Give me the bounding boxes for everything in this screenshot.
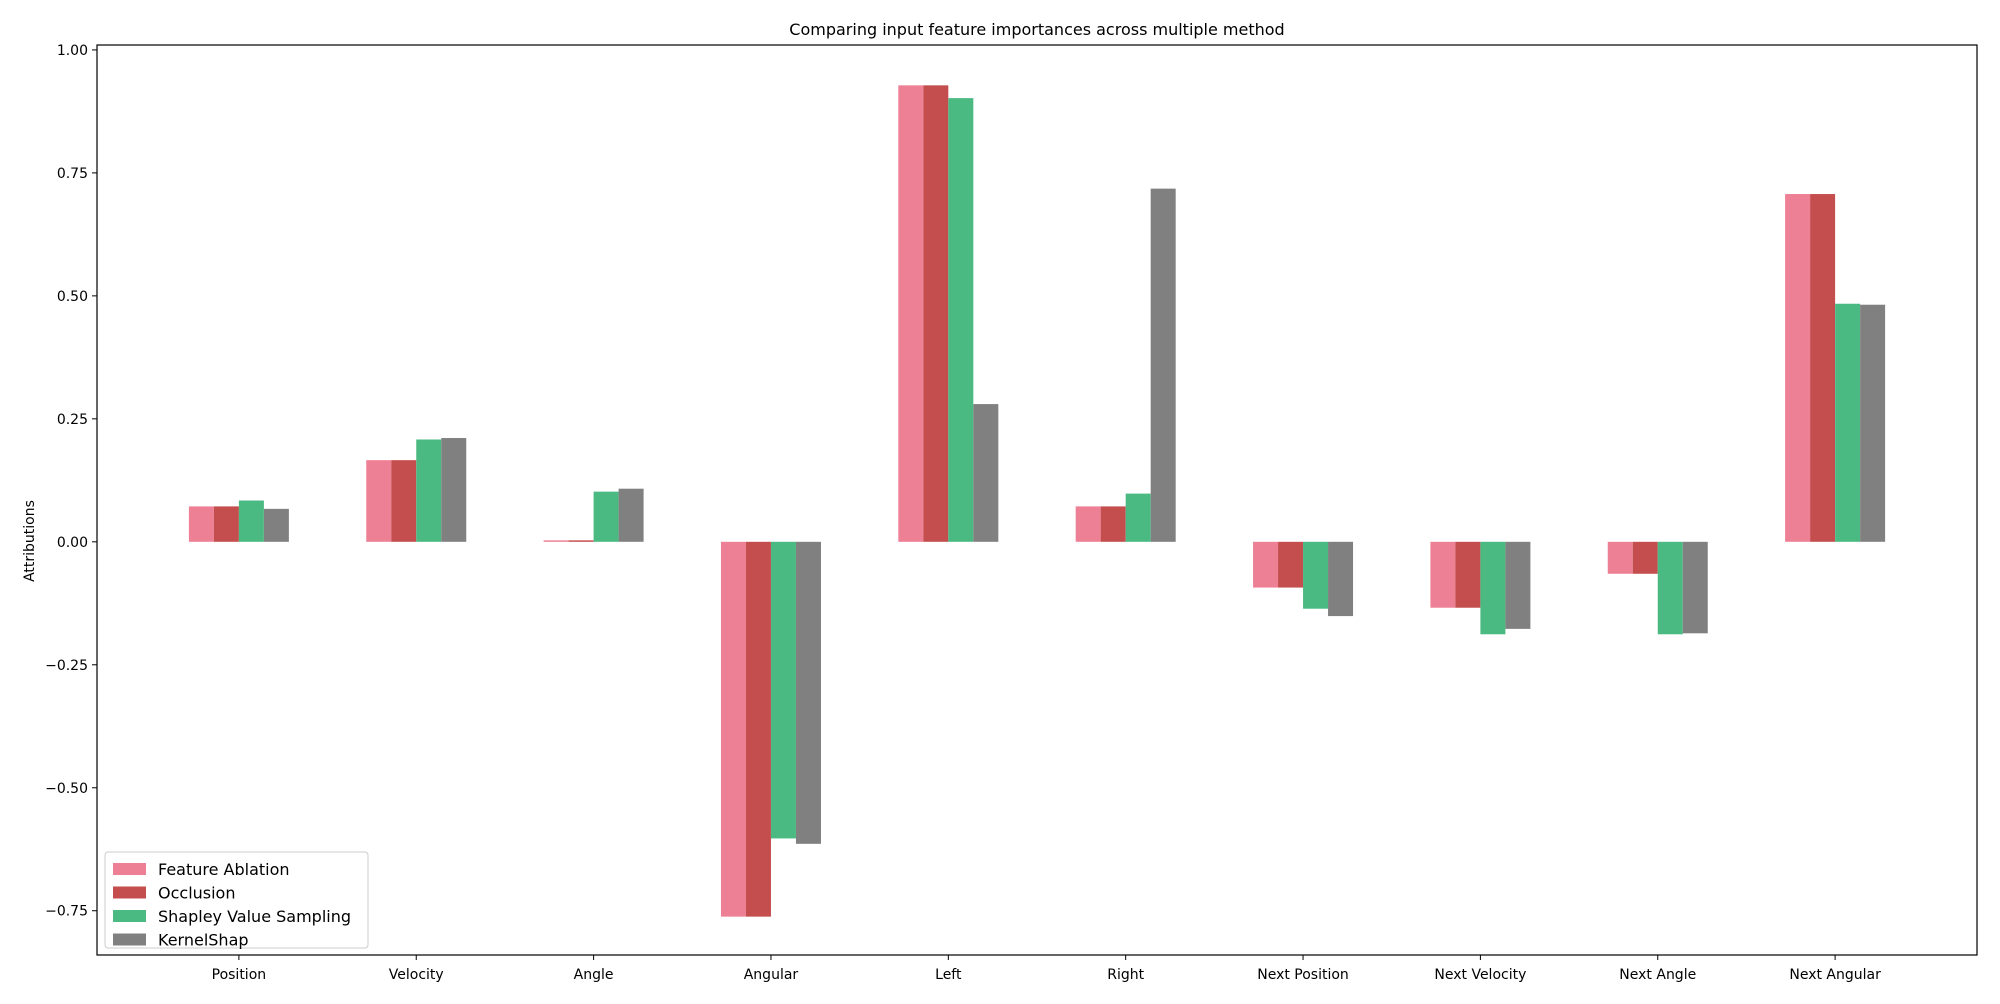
bar-feature-ablation-angle (543, 540, 569, 542)
bar-feature-ablation-angular (720, 541, 746, 917)
bar-occlusion-angle (568, 540, 594, 542)
legend-label: Occlusion (158, 884, 235, 903)
bar-occlusion-velocity (391, 460, 417, 542)
bar-feature-ablation-velocity (366, 460, 392, 542)
bar-kernelshap-velocity (441, 438, 467, 542)
chart-title: Comparing input feature importances acro… (789, 20, 1284, 39)
bars-layer (188, 85, 1886, 917)
bar-occlusion-left (923, 85, 949, 542)
bar-kernelshap-next-angle (1682, 541, 1708, 634)
y-tick-label: −0.75 (45, 904, 88, 920)
bar-kernelshap-next-angular (1860, 304, 1886, 542)
bar-feature-ablation-position (188, 506, 214, 542)
legend-swatch (113, 910, 146, 922)
x-tick-label: Left (935, 967, 962, 983)
bar-kernelshap-position (263, 508, 289, 542)
x-tick-label: Angular (744, 967, 799, 983)
legend-label: Feature Ablation (158, 860, 290, 879)
x-tick-label: Next Position (1257, 967, 1349, 983)
bar-shapley-value-sampling-position (238, 500, 264, 542)
legend-label: Shapley Value Sampling (158, 907, 351, 926)
plot-frame (96, 44, 1978, 956)
bar-feature-ablation-next-position (1253, 541, 1279, 588)
legend-swatch (113, 886, 146, 899)
bar-occlusion-right (1100, 506, 1126, 542)
bar-occlusion-next-angular (1810, 194, 1836, 542)
x-tick-label: Next Velocity (1434, 967, 1526, 983)
x-tick-label: Next Angular (1789, 967, 1881, 983)
legend-label: KernelShap (158, 931, 249, 950)
bar-shapley-value-sampling-next-angular (1835, 303, 1861, 542)
x-tick-label: Right (1107, 967, 1144, 983)
y-tick-label: 1.00 (57, 43, 88, 59)
bar-kernelshap-angle (618, 488, 644, 542)
y-axis-label: Attributions (22, 500, 38, 582)
bar-shapley-value-sampling-angle (593, 491, 619, 542)
ticks-layer: 1.00 0.75 0.50 0.25 0.00 −0.25 −0.50 −0.75 Posit… (45, 43, 1881, 983)
bar-kernelshap-left (973, 404, 999, 542)
bar-shapley-value-sampling-next-position (1303, 541, 1329, 609)
bar-shapley-value-sampling-next-velocity (1480, 541, 1506, 635)
bar-feature-ablation-left (898, 85, 924, 542)
legend-box (104, 851, 369, 949)
bar-feature-ablation-next-angle (1607, 541, 1633, 574)
y-tick-label: 0.00 (57, 535, 88, 551)
x-tick-label: Next Angle (1619, 967, 1696, 983)
x-tick-label: Angle (574, 967, 614, 983)
legend-swatch (113, 863, 146, 875)
y-tick-label: 0.25 (57, 412, 88, 428)
bar-shapley-value-sampling-velocity (416, 439, 442, 542)
bar-occlusion-position (213, 506, 239, 542)
bar-occlusion-next-velocity (1455, 541, 1481, 608)
bar-shapley-value-sampling-left (948, 98, 974, 542)
bar-feature-ablation-next-angular (1785, 194, 1811, 542)
bar-kernelshap-right (1150, 188, 1176, 542)
bar-occlusion-angular (745, 541, 771, 917)
x-tick-label: Position (212, 967, 267, 983)
bar-kernelshap-angular (795, 541, 821, 844)
y-tick-label: 0.75 (57, 166, 88, 182)
y-tick-label: −0.25 (45, 658, 88, 674)
y-tick-label: 0.50 (57, 289, 88, 305)
bar-occlusion-next-position (1278, 541, 1304, 588)
bar-feature-ablation-right (1075, 506, 1101, 542)
bar-kernelshap-next-position (1328, 541, 1354, 617)
legend: Feature Ablation Occlusion Shapley Value S… (104, 851, 369, 950)
bar-shapley-value-sampling-right (1125, 493, 1151, 542)
bar-shapley-value-sampling-next-angle (1657, 541, 1683, 635)
bar-kernelshap-next-velocity (1505, 541, 1531, 629)
legend-swatch (113, 933, 146, 946)
bar-shapley-value-sampling-angular (770, 541, 796, 839)
bar-feature-ablation-next-velocity (1430, 541, 1456, 608)
x-tick-label: Velocity (389, 967, 444, 983)
y-tick-label: −0.50 (45, 781, 88, 797)
bar-occlusion-next-angle (1632, 541, 1658, 574)
